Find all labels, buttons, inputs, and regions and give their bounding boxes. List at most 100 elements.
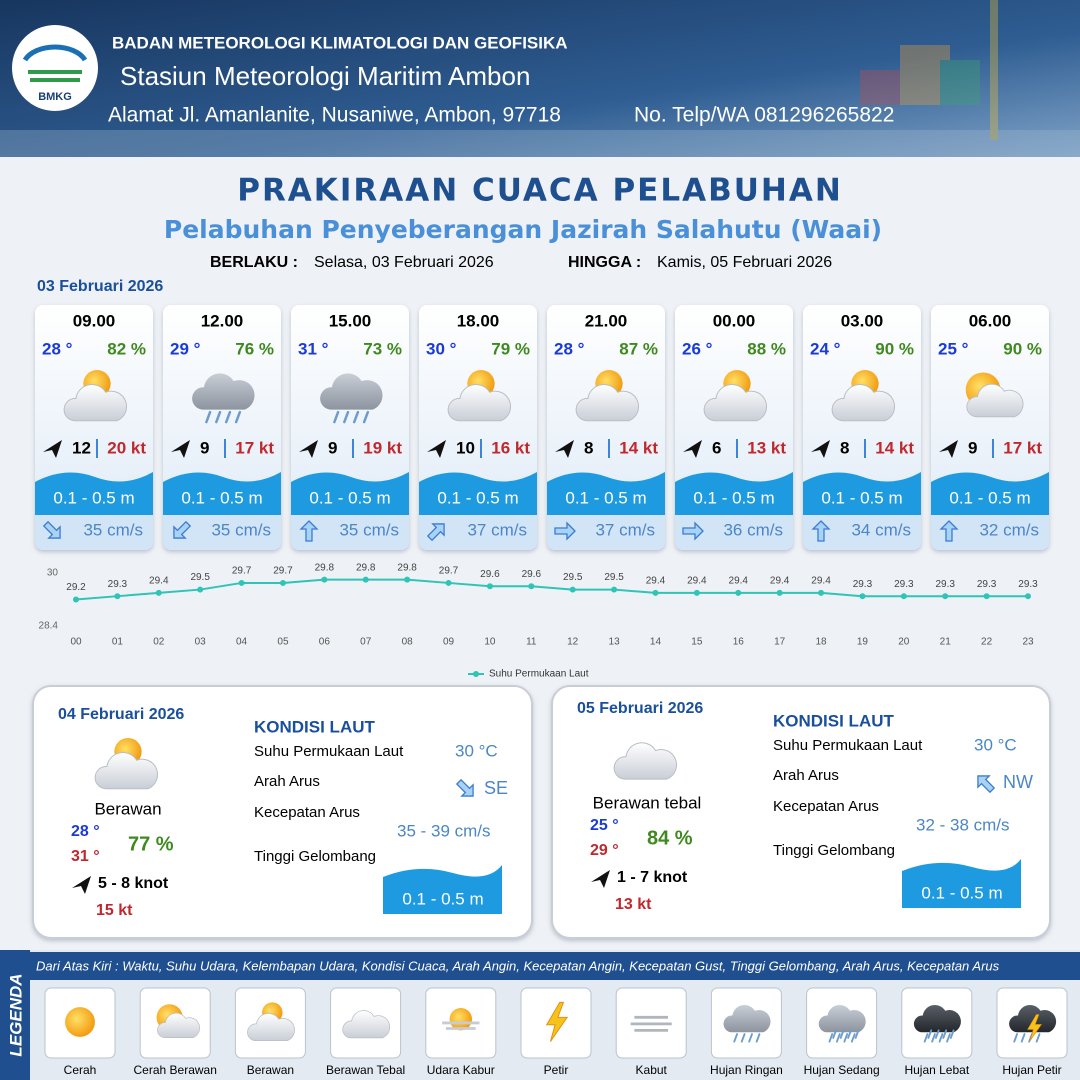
- humidity: 77 %: [128, 833, 174, 855]
- wind: 5 - 8 knot: [98, 875, 169, 892]
- x-tick-label: 21: [940, 637, 952, 648]
- wind-arrow: [555, 440, 574, 458]
- sst-label: 29.7: [439, 566, 459, 577]
- sst-point: [942, 593, 949, 600]
- legend-item-label: Hujan Ringan: [710, 1063, 783, 1077]
- card-wave: 0.1 - 0.5 m: [821, 488, 902, 507]
- card-current: 37 cm/s: [595, 520, 655, 539]
- sst-point: [1025, 593, 1031, 600]
- card-gust: 20 kt: [107, 438, 146, 457]
- y-tick-label: 28.4: [39, 621, 59, 632]
- sst-point: [859, 593, 866, 600]
- legend-item-label: Berawan: [247, 1063, 294, 1077]
- valid-from: Selasa, 03 Februari 2026: [314, 254, 494, 271]
- x-tick-label: 08: [402, 637, 414, 648]
- wave-band: [931, 472, 1049, 515]
- wave-band: [675, 472, 793, 515]
- weather-icon: [65, 1007, 95, 1037]
- card-humidity: 76 %: [235, 339, 274, 358]
- sst-point: [776, 589, 783, 596]
- sst-point: [652, 589, 659, 596]
- current-dir: SE: [484, 778, 508, 798]
- wave: 0.1 - 0.5 m: [402, 889, 483, 908]
- sst-point: [486, 583, 493, 590]
- condition: Berawan tebal: [593, 793, 702, 812]
- sst: 30 °C: [974, 735, 1017, 754]
- logo-lines: [28, 70, 82, 82]
- current-dir: NW: [1003, 772, 1033, 792]
- legend-item-label: Cerah Berawan: [134, 1063, 217, 1077]
- card-wind: 6: [712, 438, 721, 457]
- current-arrow: [554, 521, 576, 541]
- current-arrow: [939, 520, 959, 542]
- dir-label: Arah Arus: [254, 773, 320, 790]
- card-time: 00.00: [713, 311, 756, 330]
- x-tick-label: 18: [815, 637, 827, 648]
- wave-band: [35, 472, 153, 515]
- card-gust: 14 kt: [619, 438, 658, 457]
- current-arrow: [42, 520, 61, 539]
- wave-band: [291, 472, 409, 515]
- wave-label: Tinggi Gelombang: [773, 842, 895, 859]
- wave-band: [163, 472, 281, 515]
- current-band: [675, 515, 793, 550]
- sst-point: [693, 589, 700, 596]
- sst-label: 29.8: [315, 562, 335, 573]
- day-panel: 05 Februari 2026 Berawan tebal 25 ° 29 ° 84 …: [551, 685, 1051, 939]
- current-band: [547, 515, 665, 550]
- current-band: [803, 515, 921, 550]
- x-tick-label: 13: [609, 637, 621, 648]
- wind-arrow: [171, 440, 190, 458]
- wind-arrow: [591, 870, 610, 888]
- card-temp: 28 °: [554, 339, 585, 358]
- day-panels: 04 Februari 2026 Berawan 28 ° 31 ° 77 % 5 - 8…: [32, 685, 1051, 939]
- x-tick-label: 15: [691, 637, 703, 648]
- legend-item: Hujan Sedang: [804, 987, 880, 1077]
- x-tick-label: 20: [898, 637, 910, 648]
- x-tick-label: 02: [153, 637, 165, 648]
- sst-label: 29.5: [604, 572, 624, 583]
- sst-label: 29.4: [149, 576, 169, 587]
- sst-line: [75, 578, 1028, 601]
- card-wave: 0.1 - 0.5 m: [437, 488, 518, 507]
- card-current: 34 cm/s: [851, 520, 911, 539]
- day-date: 04 Februari 2026: [58, 706, 184, 723]
- card-temp: 29 °: [170, 339, 201, 358]
- x-tick-label: 19: [857, 637, 869, 648]
- day1-date: 03 Februari 2026: [37, 278, 163, 295]
- sst-point: [528, 583, 535, 590]
- current-arrow: [455, 778, 474, 797]
- sst-label: 29.4: [646, 576, 666, 587]
- sst-label: 29.4: [770, 576, 790, 587]
- legend-desc-bg: [30, 952, 1080, 980]
- legend-item: Berawan Tebal: [326, 987, 405, 1077]
- sst-label: 29.7: [232, 566, 252, 577]
- sst-point: [818, 589, 825, 596]
- sst-label: 29.4: [811, 576, 831, 587]
- sst-point: [611, 586, 618, 593]
- current-speed: 32 - 38 cm/s: [916, 815, 1010, 834]
- sst-point: [404, 576, 411, 583]
- legend-items: Cerah Cerah Berawan Berawan Berawan Tebal Ud…: [44, 987, 1068, 1077]
- legend-item: Cerah: [44, 987, 116, 1077]
- condition: Berawan: [94, 799, 161, 818]
- sea-heading: KONDISI LAUT: [773, 711, 895, 730]
- legend-item-label: Berawan Tebal: [326, 1063, 405, 1077]
- sst-point: [321, 576, 328, 583]
- card-gust: 13 kt: [747, 438, 786, 457]
- x-tick-label: 12: [567, 637, 579, 648]
- logo-text: BMKG: [38, 91, 72, 103]
- card-gust: 17 kt: [1003, 438, 1042, 457]
- sst-label: 29.3: [853, 579, 873, 590]
- subtitle: Pelabuhan Penyeberangan Jazirah Salahutu…: [164, 215, 882, 244]
- current-speed: 35 - 39 cm/s: [397, 821, 491, 840]
- sst-label: 29.3: [894, 579, 914, 590]
- sst-point: [983, 593, 990, 600]
- legend-strip: [0, 950, 30, 1080]
- x-tick-label: 17: [774, 637, 786, 648]
